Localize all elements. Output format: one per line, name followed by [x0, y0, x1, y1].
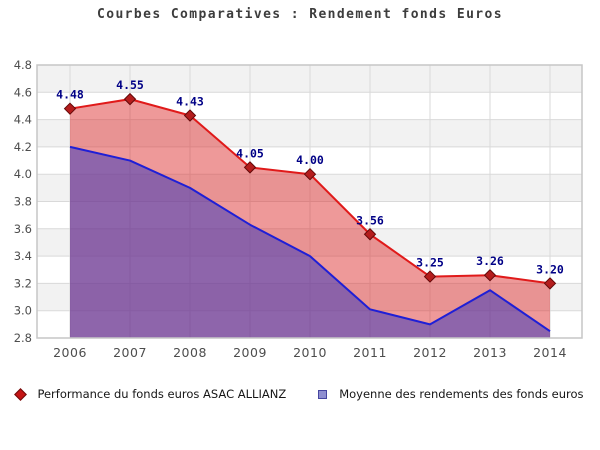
series-line-1	[69, 145, 551, 333]
x-tick-label: 2008	[173, 345, 207, 360]
data-point-label: 3.56	[356, 213, 384, 227]
data-point-label: 4.48	[56, 88, 84, 102]
data-point-marker[interactable]	[183, 109, 197, 122]
legend: Performance du fonds euros ASAC ALLIANZ …	[0, 383, 600, 405]
y-tick-label: 3.2	[14, 276, 32, 290]
legend-label-moyenne: Moyenne des rendements des fonds euros	[339, 387, 584, 401]
chart-title: Courbes Comparatives : Rendement fonds E…	[97, 7, 503, 22]
x-tick-label: 2014	[533, 345, 567, 360]
data-point-label: 4.00	[296, 153, 324, 167]
y-tick-label: 4.6	[14, 85, 32, 99]
x-tick-label: 2012	[413, 345, 447, 360]
legend-item-performance[interactable]: Performance du fonds euros ASAC ALLIANZ	[14, 387, 287, 401]
y-tick-label: 3.0	[14, 304, 32, 318]
y-tick-label: 3.8	[14, 195, 32, 209]
plot-border	[36, 64, 583, 339]
y-tick-label: 4.8	[14, 58, 32, 72]
x-tick-label: 2006	[53, 345, 87, 360]
x-tick-label: 2007	[113, 345, 147, 360]
data-point-marker[interactable]	[363, 228, 377, 241]
data-point-label: 4.43	[176, 95, 204, 109]
data-point-marker[interactable]	[483, 269, 497, 282]
x-tick-label: 2010	[293, 345, 327, 360]
data-point-label: 4.55	[116, 78, 144, 92]
data-point-marker[interactable]	[303, 167, 317, 181]
y-tick-label: 4.2	[14, 140, 32, 154]
y-tick-label: 4.0	[14, 167, 32, 181]
data-point-marker[interactable]	[423, 270, 437, 283]
y-tick-label: 3.4	[14, 249, 32, 263]
red-diamond-legend-icon	[14, 387, 28, 401]
data-point-marker[interactable]	[63, 102, 77, 115]
y-tick-label: 2.8	[14, 331, 32, 345]
x-tick-label: 2009	[233, 345, 267, 360]
data-point-label: 3.20	[536, 262, 564, 276]
data-point-label: 3.26	[476, 254, 504, 268]
purple-square-legend-icon	[318, 389, 328, 399]
series-area-1	[70, 146, 550, 338]
legend-item-moyenne[interactable]: Moyenne des rendements des fonds euros	[318, 387, 584, 401]
data-point-label: 3.25	[416, 256, 444, 270]
data-point-marker[interactable]	[543, 277, 557, 290]
data-point-marker[interactable]	[243, 161, 257, 174]
x-tick-label: 2013	[473, 345, 507, 360]
y-tick-label: 4.4	[14, 113, 32, 127]
data-point-label: 4.05	[236, 146, 264, 160]
data-point-marker[interactable]	[123, 92, 137, 106]
legend-label-performance: Performance du fonds euros ASAC ALLIANZ	[37, 387, 287, 401]
y-tick-label: 3.6	[14, 222, 32, 236]
x-tick-label: 2011	[353, 345, 387, 360]
